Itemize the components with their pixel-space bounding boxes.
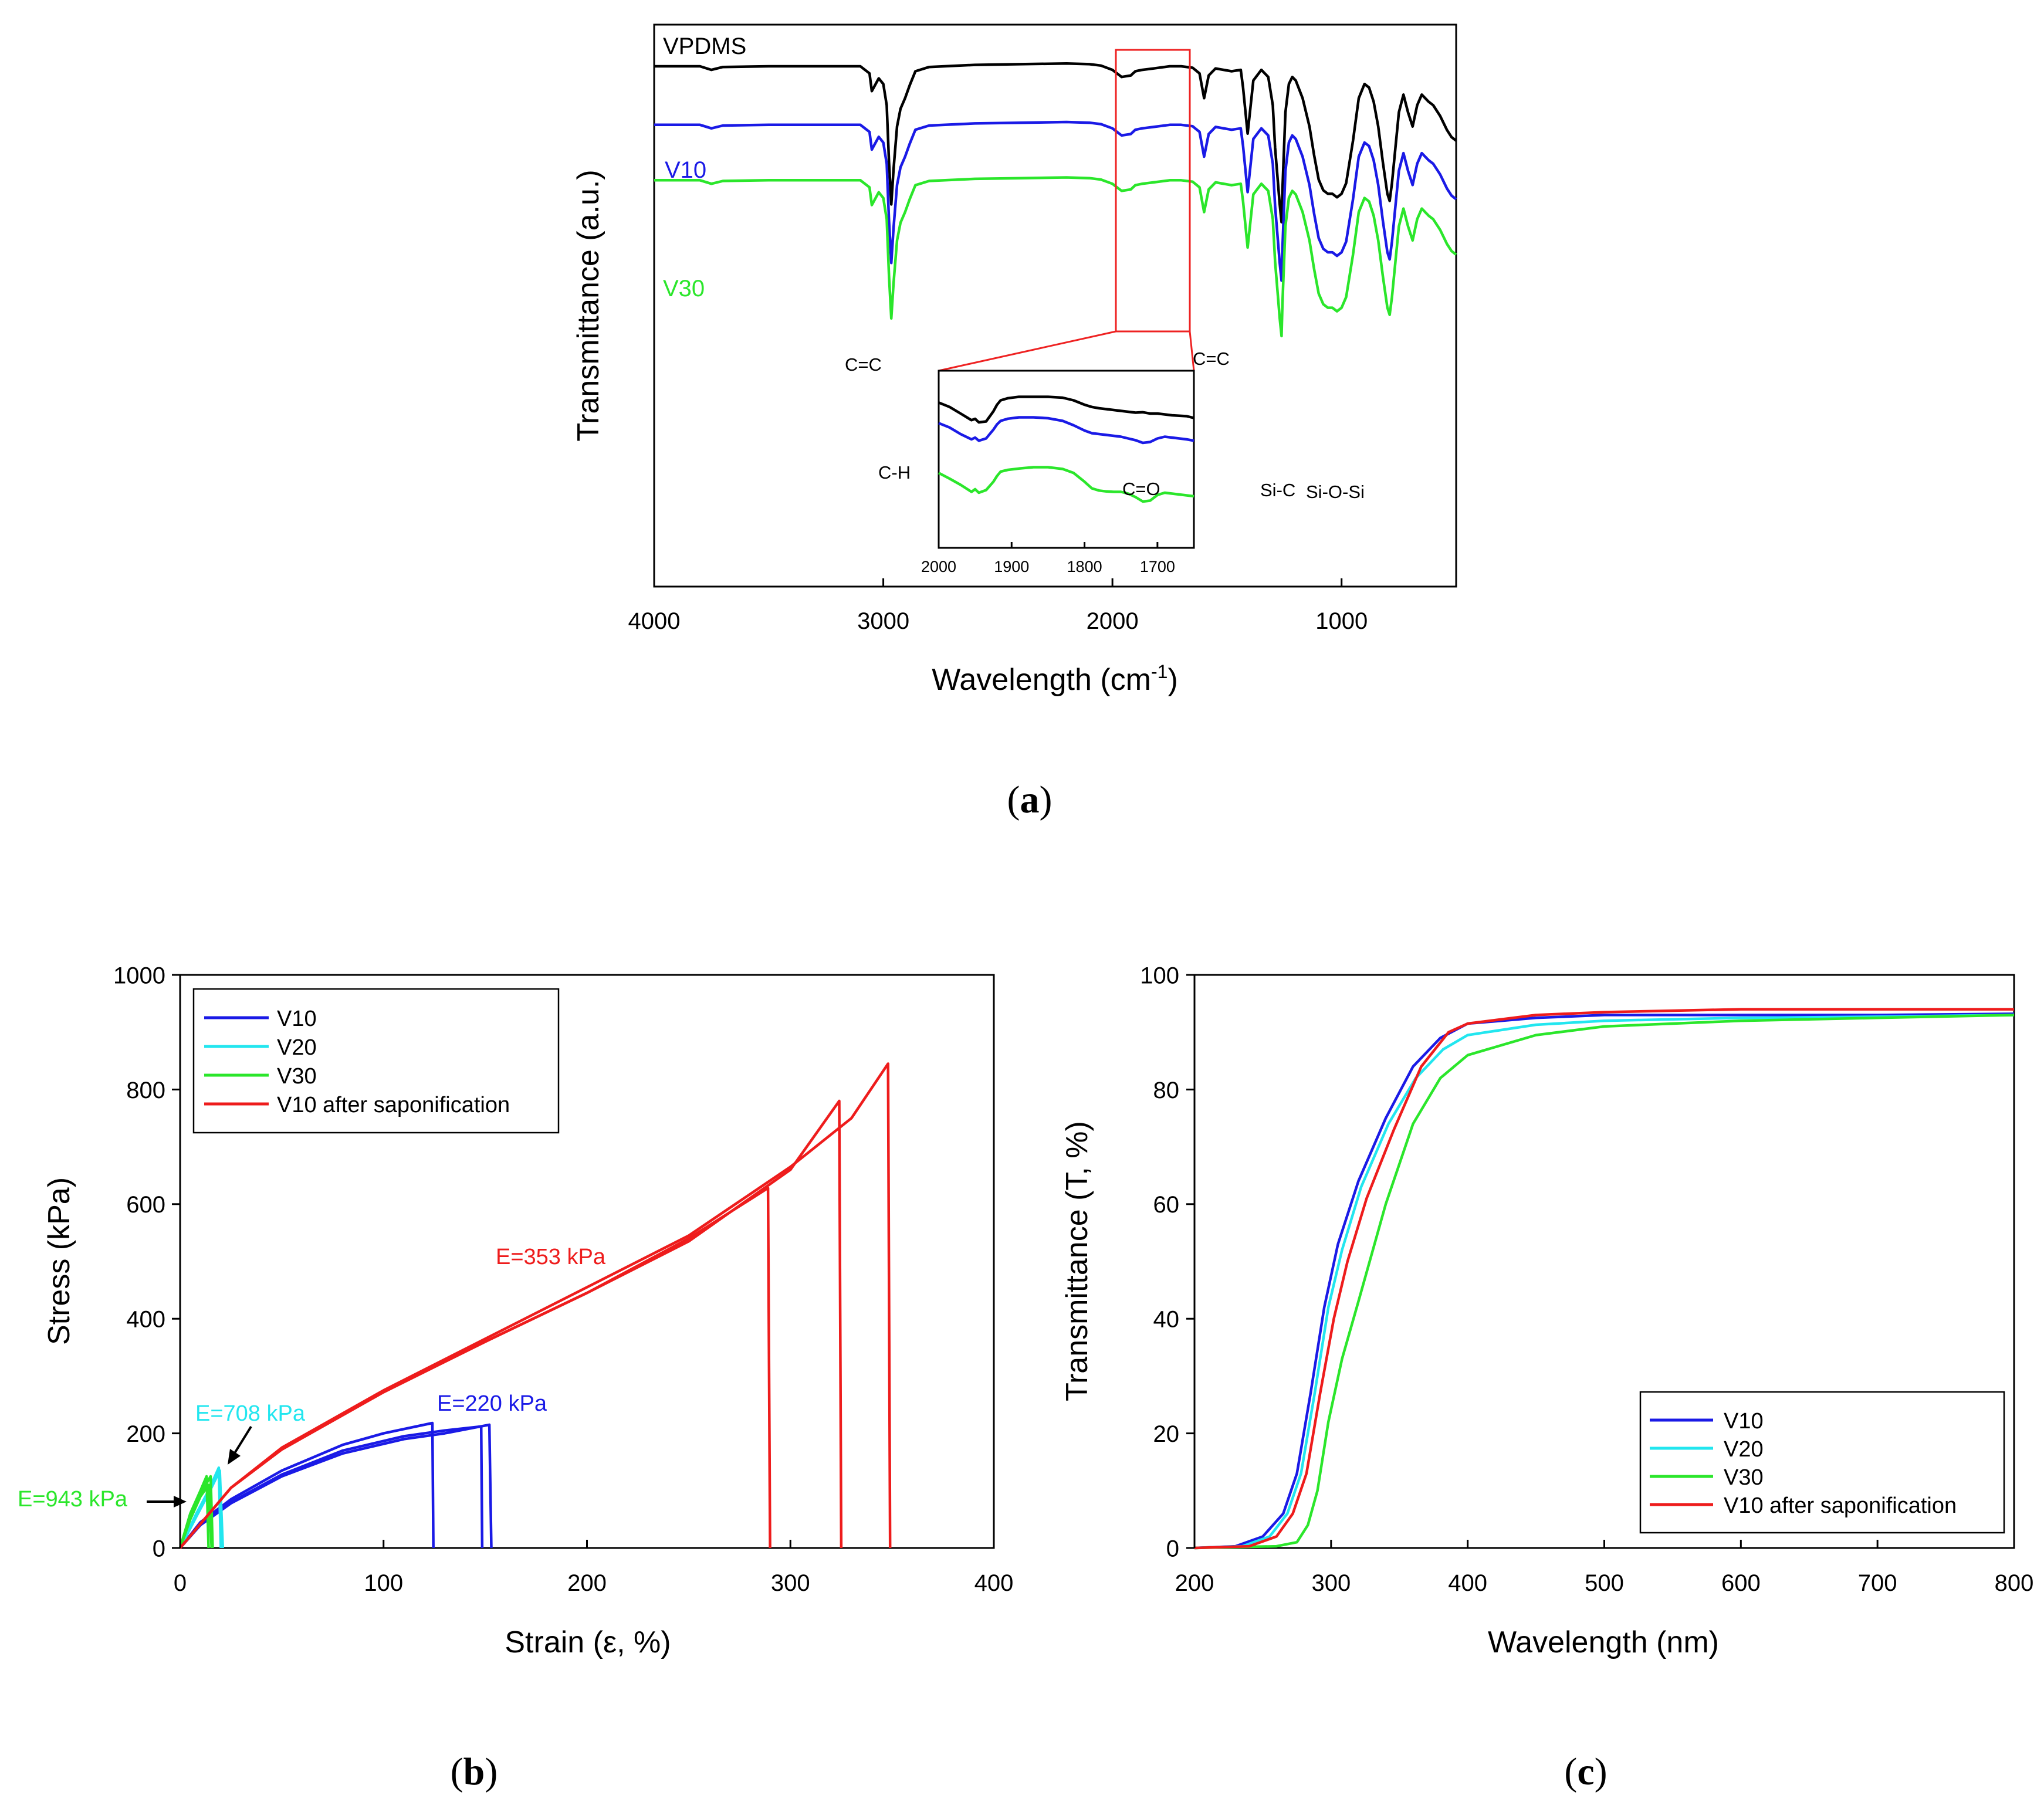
panel-c-xtick-label-400: 400 [1448,1570,1487,1596]
series-label-v10: V10 [665,157,706,183]
modulus-label-353: E=353 kPa [496,1245,606,1269]
series-vpdms-spectrum [654,62,1457,223]
panel-c-y-axis-title: Transmittance (T, %) [1060,1121,1094,1401]
panel-a-frame [653,23,1457,588]
inset-series-black [938,395,1194,424]
inset-series-blue [938,416,1194,445]
panel-a-xtick-label-3000: 3000 [857,608,909,634]
panel-a-xtick-label-1000: 1000 [1315,608,1368,634]
panel-a-ftir-chart: 4000 3000 2000 1000 VPDMS V10 V30 C=C C-H C… [571,23,1457,821]
curve-v10-2 [179,1425,484,1549]
inset-chart: 2000 1900 1800 1700 C=O [921,370,1195,575]
panel-c-ytick-label-80: 80 [1153,1078,1180,1103]
panel-b-ytick-label-1000: 1000 [113,963,165,988]
legend-label-v10: V10 [1724,1409,1764,1434]
panel-b-y-axis-title: Stress (kPa) [42,1177,76,1345]
series-label-v30: V30 [663,276,705,302]
panel-b-ytick-label-200: 200 [126,1421,165,1447]
legend-label-v10-saponified: V10 after saponification [1724,1493,1957,1518]
series-label-vpdms: VPDMS [663,33,746,59]
curve-v10-after-saponification-3 [179,1062,892,1549]
legend-label-v20: V20 [277,1035,317,1060]
panel-c-xtick-label-300: 300 [1311,1570,1351,1596]
series-v10-spectrum [654,120,1457,282]
annotation-si-c: Si-C [1260,480,1295,500]
legend-label-v20: V20 [1724,1437,1764,1462]
annotation-c-c-right: C=C [1193,348,1230,369]
panel-b-xtick-label-300: 300 [771,1570,810,1596]
legend-label-v30: V30 [277,1064,317,1089]
panel-b-stress-strain-chart: 0 100 200 300 400 0 200 400 600 800 1000 V10 V20 … [18,963,1013,1793]
legend-label-v30: V30 [1724,1465,1764,1490]
panel-a-y-axis-title: Transmittance (a.u.) [571,170,605,441]
panel-b-ytick-label-800: 800 [126,1078,165,1103]
inset-xtick-label-1700: 1700 [1140,558,1175,575]
panel-b-caption: (b) [451,1750,498,1793]
curve-v10-3 [179,1423,493,1549]
modulus-label-943: E=943 kPa [18,1487,128,1512]
inset-xtick-label-1900: 1900 [994,558,1029,575]
panel-b-legend-box [192,988,560,1134]
panel-c-caption: (c) [1564,1750,1607,1793]
panel-a-x-axis-title: Wavelength (cm-1) [932,661,1178,697]
panel-b-xtick-label-400: 400 [974,1570,1014,1596]
inset-series-green [938,466,1194,503]
zoom-connector-right [1189,331,1195,371]
curve-v10 [1194,1012,2015,1550]
annotation-c-o: C=O [1122,479,1160,499]
curve-v30-3 [178,1483,213,1549]
panel-b-ytick-label-400: 400 [126,1307,165,1333]
panel-b-ytick-label-600: 600 [126,1192,165,1218]
panel-c-x-axis-title: Wavelength (nm) [1488,1625,1719,1659]
panel-b-xtick-label-200: 200 [567,1570,607,1596]
zoom-region-box [1115,49,1191,333]
inset-frame [938,370,1195,549]
panel-c-xtick-label-500: 500 [1585,1570,1624,1596]
arrow-943 [147,1496,187,1508]
inset-xtick-label-2000: 2000 [921,558,956,575]
modulus-label-220: E=220 kPa [437,1391,547,1416]
panel-c-ytick-label-0: 0 [1166,1536,1179,1561]
panel-c-uv-vis-chart: 200 300 400 500 600 700 800 0 20 40 60 80 100 V10 V… [1060,963,2033,1793]
panel-c-legend: V10 V20 V30 V10 after saponification [1639,1391,2005,1534]
curve-v10-after-saponification-1 [179,1187,771,1549]
annotation-si-o-si: Si-O-Si [1306,482,1365,502]
panel-c-xtick-label-200: 200 [1175,1570,1214,1596]
curve-v30 [1194,1014,2015,1550]
panel-b-legend: V10 V20 V30 V10 after saponification [192,988,560,1134]
annotation-c-c-left: C=C [845,354,882,375]
arrow-708 [228,1425,252,1465]
panel-c-xtick-label-800: 800 [1995,1570,2034,1596]
panel-a-xtick-label-4000: 4000 [628,608,681,634]
panel-c-ytick-label-60: 60 [1153,1192,1180,1218]
panel-b-xtick-label-100: 100 [364,1570,403,1596]
panel-a-xtick-label-2000: 2000 [1087,608,1139,634]
inset-xtick-label-1800: 1800 [1067,558,1102,575]
panel-c-ytick-label-20: 20 [1153,1421,1180,1447]
panel-b-x-axis-title: Strain (ε, %) [505,1625,671,1659]
panel-b-ytick-label-0: 0 [153,1536,165,1561]
legend-label-v10-saponified: V10 after saponification [277,1093,510,1117]
annotation-c-h: C-H [878,462,911,483]
curve-v20 [1194,1014,2015,1550]
curve-v10-after-saponification [1194,1008,2014,1550]
panel-c-legend-box [1639,1391,2005,1534]
panel-c-ytick-label-100: 100 [1140,963,1179,988]
panel-a-caption: (a) [1007,778,1053,821]
series-v30-spectrum [654,176,1457,338]
panel-c-ytick-label-40: 40 [1153,1307,1180,1333]
modulus-label-708: E=708 kPa [195,1401,306,1426]
legend-label-v10: V10 [277,1007,317,1031]
panel-c-xtick-label-700: 700 [1858,1570,1897,1596]
panel-c-xtick-label-600: 600 [1721,1570,1761,1596]
panel-b-xtick-label-0: 0 [174,1570,187,1596]
zoom-connector-left [938,330,1116,372]
